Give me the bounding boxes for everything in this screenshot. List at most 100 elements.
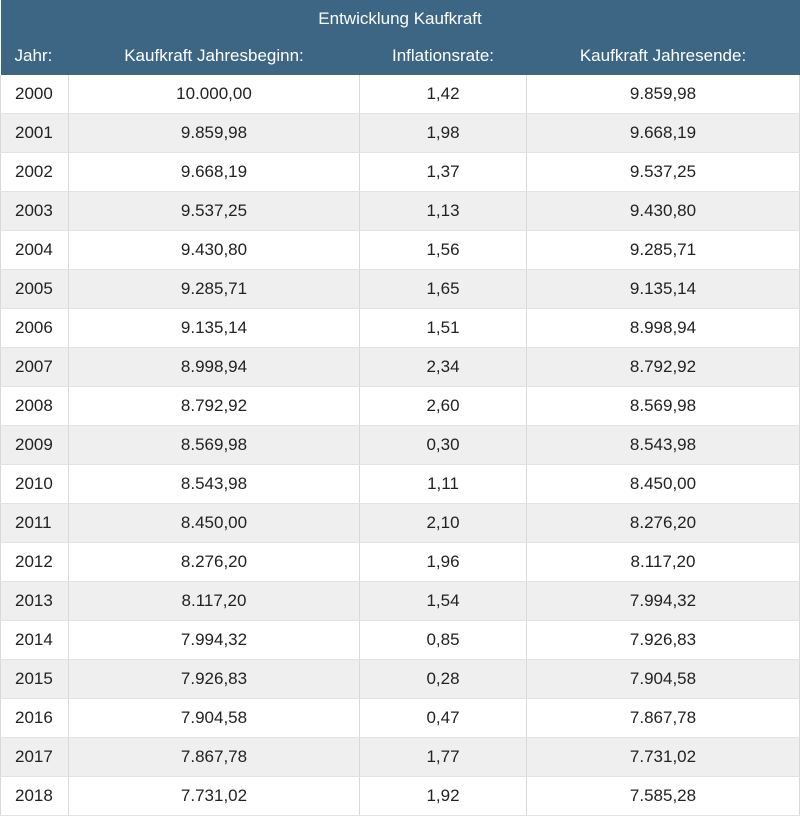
cell-kaufkraft-ende: 9.668,19 — [526, 113, 800, 153]
cell-kaufkraft-ende: 8.543,98 — [526, 425, 800, 465]
cell-inflationsrate: 0,28 — [359, 659, 527, 699]
cell-kaufkraft-beginn: 8.998,94 — [68, 347, 360, 387]
cell-year: 2013 — [0, 581, 69, 621]
table-row: 2000 10.000,00 1,42 9.859,98 — [0, 75, 800, 114]
table-row: 2016 7.904,58 0,47 7.867,78 — [0, 698, 800, 738]
cell-year: 2001 — [0, 113, 69, 153]
cell-inflationsrate: 1,56 — [359, 230, 527, 270]
cell-inflationsrate: 1,92 — [359, 776, 527, 816]
cell-kaufkraft-ende: 8.450,00 — [526, 464, 800, 504]
table-row: 2008 8.792,92 2,60 8.569,98 — [0, 386, 800, 426]
cell-inflationsrate: 1,77 — [359, 737, 527, 777]
cell-inflationsrate: 1,42 — [359, 75, 527, 114]
cell-year: 2015 — [0, 659, 69, 699]
table-header-row: Jahr: Kaufkraft Jahresbeginn: Inflations… — [0, 37, 800, 75]
cell-kaufkraft-ende: 7.904,58 — [526, 659, 800, 699]
cell-year: 2008 — [0, 386, 69, 426]
cell-year: 2017 — [0, 737, 69, 777]
cell-inflationsrate: 1,98 — [359, 113, 527, 153]
cell-kaufkraft-ende: 7.585,28 — [526, 776, 800, 816]
cell-year: 2016 — [0, 698, 69, 738]
cell-kaufkraft-beginn: 7.926,83 — [68, 659, 360, 699]
table-row: 2007 8.998,94 2,34 8.792,92 — [0, 347, 800, 387]
cell-year: 2010 — [0, 464, 69, 504]
cell-inflationsrate: 1,51 — [359, 308, 527, 348]
cell-kaufkraft-beginn: 8.450,00 — [68, 503, 360, 543]
cell-inflationsrate: 0,47 — [359, 698, 527, 738]
cell-year: 2004 — [0, 230, 69, 270]
cell-kaufkraft-beginn: 7.994,32 — [68, 620, 360, 660]
cell-year: 2009 — [0, 425, 69, 465]
cell-kaufkraft-ende: 9.135,14 — [526, 269, 800, 309]
cell-kaufkraft-beginn: 8.569,98 — [68, 425, 360, 465]
cell-year: 2007 — [0, 347, 69, 387]
cell-year: 2012 — [0, 542, 69, 582]
cell-kaufkraft-ende: 8.117,20 — [526, 542, 800, 582]
table-row: 2006 9.135,14 1,51 8.998,94 — [0, 308, 800, 348]
cell-year: 2002 — [0, 152, 69, 192]
table-row: 2015 7.926,83 0,28 7.904,58 — [0, 659, 800, 699]
cell-inflationsrate: 0,30 — [359, 425, 527, 465]
cell-kaufkraft-ende: 9.430,80 — [526, 191, 800, 231]
cell-inflationsrate: 2,10 — [359, 503, 527, 543]
cell-inflationsrate: 1,13 — [359, 191, 527, 231]
cell-inflationsrate: 0,85 — [359, 620, 527, 660]
table-row: 2017 7.867,78 1,77 7.731,02 — [0, 737, 800, 777]
table-caption-row: Entwicklung Kaufkraft — [0, 0, 800, 37]
cell-kaufkraft-beginn: 9.537,25 — [68, 191, 360, 231]
column-header-inflationsrate: Inflationsrate: — [359, 37, 527, 75]
cell-year: 2011 — [0, 503, 69, 543]
cell-kaufkraft-ende: 7.867,78 — [526, 698, 800, 738]
cell-kaufkraft-ende: 8.276,20 — [526, 503, 800, 543]
cell-kaufkraft-beginn: 9.668,19 — [68, 152, 360, 192]
table-row: 2011 8.450,00 2,10 8.276,20 — [0, 503, 800, 543]
cell-kaufkraft-beginn: 8.792,92 — [68, 386, 360, 426]
cell-kaufkraft-beginn: 8.117,20 — [68, 581, 360, 621]
cell-kaufkraft-beginn: 10.000,00 — [68, 75, 360, 114]
cell-inflationsrate: 2,34 — [359, 347, 527, 387]
table-row: 2001 9.859,98 1,98 9.668,19 — [0, 113, 800, 153]
cell-year: 2014 — [0, 620, 69, 660]
table-row: 2002 9.668,19 1,37 9.537,25 — [0, 152, 800, 192]
cell-inflationsrate: 1,96 — [359, 542, 527, 582]
table-body: 2000 10.000,00 1,42 9.859,98 2001 9.859,98 1,9… — [0, 75, 800, 816]
cell-kaufkraft-ende: 7.994,32 — [526, 581, 800, 621]
table-row: 2018 7.731,02 1,92 7.585,28 — [0, 776, 800, 816]
column-header-kaufkraft-beginn: Kaufkraft Jahresbeginn: — [68, 37, 360, 75]
table-row: 2012 8.276,20 1,96 8.117,20 — [0, 542, 800, 582]
table-row: 2010 8.543,98 1,11 8.450,00 — [0, 464, 800, 504]
table-row: 2013 8.117,20 1,54 7.994,32 — [0, 581, 800, 621]
cell-inflationsrate: 2,60 — [359, 386, 527, 426]
cell-kaufkraft-beginn: 9.135,14 — [68, 308, 360, 348]
cell-kaufkraft-beginn: 9.285,71 — [68, 269, 360, 309]
table-title: Entwicklung Kaufkraft — [0, 0, 800, 37]
cell-year: 2005 — [0, 269, 69, 309]
cell-kaufkraft-ende: 9.537,25 — [526, 152, 800, 192]
cell-kaufkraft-beginn: 7.867,78 — [68, 737, 360, 777]
cell-inflationsrate: 1,37 — [359, 152, 527, 192]
cell-kaufkraft-ende: 8.998,94 — [526, 308, 800, 348]
cell-year: 2006 — [0, 308, 69, 348]
cell-kaufkraft-beginn: 8.543,98 — [68, 464, 360, 504]
cell-year: 2003 — [0, 191, 69, 231]
cell-year: 2000 — [0, 75, 69, 114]
table-row: 2004 9.430,80 1,56 9.285,71 — [0, 230, 800, 270]
table-row: 2014 7.994,32 0,85 7.926,83 — [0, 620, 800, 660]
cell-kaufkraft-beginn: 8.276,20 — [68, 542, 360, 582]
cell-kaufkraft-beginn: 9.430,80 — [68, 230, 360, 270]
cell-year: 2018 — [0, 776, 69, 816]
cell-kaufkraft-beginn: 7.731,02 — [68, 776, 360, 816]
table-row: 2009 8.569,98 0,30 8.543,98 — [0, 425, 800, 465]
cell-kaufkraft-ende: 9.859,98 — [526, 75, 800, 114]
cell-kaufkraft-ende: 7.926,83 — [526, 620, 800, 660]
cell-kaufkraft-beginn: 7.904,58 — [68, 698, 360, 738]
cell-kaufkraft-ende: 8.792,92 — [526, 347, 800, 387]
cell-kaufkraft-beginn: 9.859,98 — [68, 113, 360, 153]
cell-kaufkraft-ende: 8.569,98 — [526, 386, 800, 426]
cell-inflationsrate: 1,11 — [359, 464, 527, 504]
cell-kaufkraft-ende: 7.731,02 — [526, 737, 800, 777]
cell-inflationsrate: 1,54 — [359, 581, 527, 621]
cell-inflationsrate: 1,65 — [359, 269, 527, 309]
